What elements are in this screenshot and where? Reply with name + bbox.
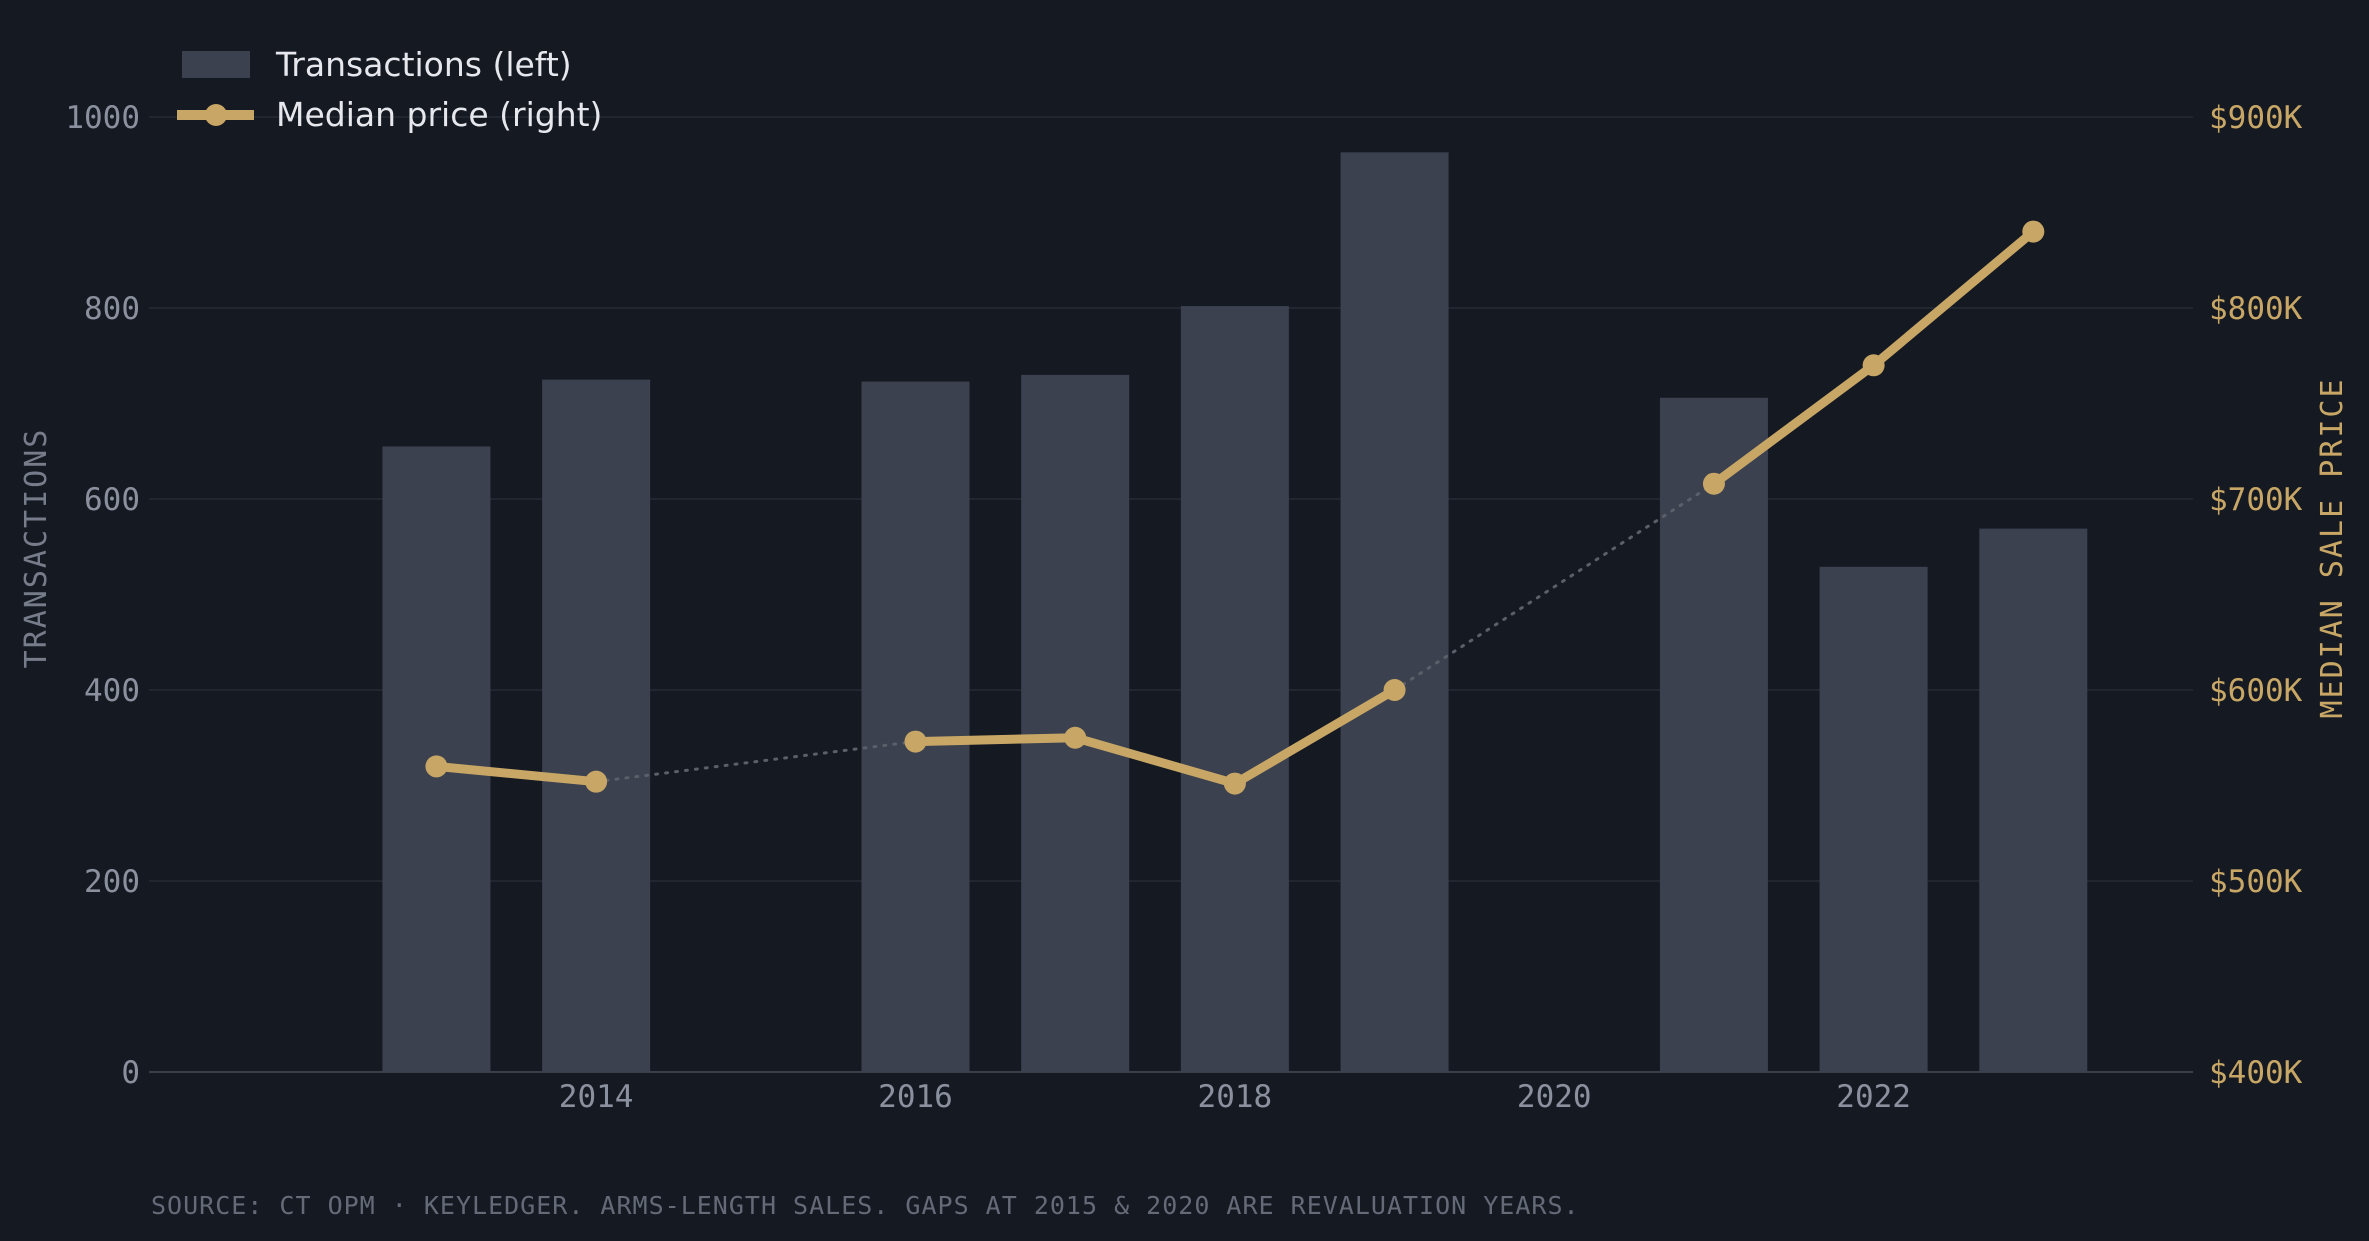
transaction-bar — [1819, 566, 1928, 1072]
right-axis-title: MEDIAN SALE PRICE — [2315, 377, 2350, 718]
right-tick-label: $800K — [2209, 291, 2303, 327]
x-tick-label: 2022 — [1836, 1079, 1911, 1115]
transaction-bar — [861, 381, 970, 1072]
price-point — [2022, 220, 2045, 243]
price-point — [1383, 679, 1406, 701]
price-line-segment — [1709, 360, 1879, 489]
left-tick-label: 400 — [84, 673, 140, 709]
legend-label-median-price: Median price (right) — [276, 95, 602, 134]
price-point — [1064, 726, 1087, 749]
price-line-segment — [911, 733, 1080, 747]
legend-line-marker — [205, 104, 227, 126]
source-note: SOURCE: CT OPM · KEYLEDGER. ARMS-LENGTH … — [151, 1191, 1580, 1220]
price-gap-connector — [1393, 482, 1716, 692]
legend-label-transactions: Transactions (left) — [275, 45, 572, 84]
price-gap-connector — [594, 740, 917, 784]
transaction-bar — [1180, 306, 1289, 1073]
x-tick-label: 2018 — [1198, 1079, 1273, 1115]
price-point — [1862, 354, 1885, 377]
left-tick-label: 600 — [84, 482, 140, 518]
right-tick-label: $700K — [2209, 482, 2303, 518]
legend-bar-swatch — [182, 51, 250, 78]
left-tick-label: 800 — [84, 291, 140, 327]
price-line-segment — [1230, 685, 1400, 789]
price-line-segment — [1070, 733, 1240, 789]
transaction-bars — [382, 152, 2088, 1073]
x-tick-label: 2020 — [1517, 1079, 1592, 1115]
x-tick-label: 2016 — [878, 1079, 953, 1115]
transaction-bar — [542, 379, 651, 1072]
left-tick-label: 200 — [84, 864, 140, 900]
price-point — [585, 770, 608, 793]
gap-connectors — [594, 482, 1716, 784]
axis-ticks: 0 200 400 600 800 1000 $400K $500K $600K $700K $80… — [65, 100, 2302, 1115]
transaction-bar — [1021, 374, 1130, 1073]
right-tick-label: $500K — [2209, 864, 2303, 900]
price-line-segment — [1869, 227, 2038, 370]
transaction-bar — [1979, 528, 2088, 1072]
transaction-bar — [1340, 152, 1449, 1072]
left-axis-title: TRANSACTIONS — [19, 428, 54, 669]
transaction-bar — [1659, 397, 1768, 1072]
left-tick-label: 0 — [121, 1055, 140, 1091]
right-tick-label: $400K — [2209, 1055, 2303, 1091]
price-line-segment — [431, 761, 601, 787]
x-tick-label: 2014 — [559, 1079, 634, 1115]
price-point — [1223, 772, 1246, 795]
legend: Transactions (left) Median price (right) — [177, 45, 602, 134]
right-tick-label: $600K — [2209, 673, 2303, 709]
price-point — [425, 755, 448, 778]
price-point — [1702, 472, 1725, 495]
median-price-line — [425, 220, 2045, 795]
right-tick-label: $900K — [2209, 100, 2303, 136]
price-point — [904, 730, 927, 753]
left-tick-label: 1000 — [65, 100, 140, 136]
